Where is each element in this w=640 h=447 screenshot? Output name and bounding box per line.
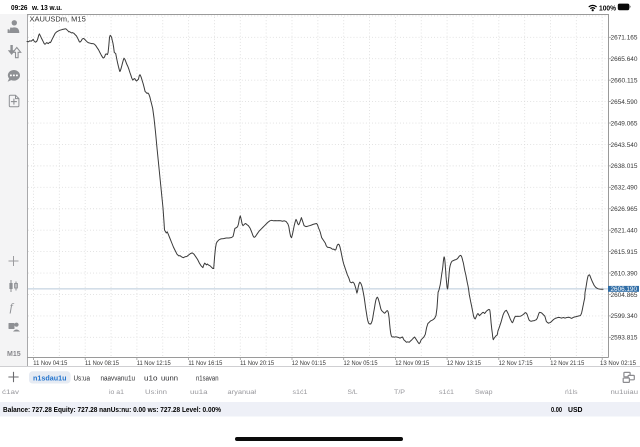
svg-text:Balance: 727.28 Equity: 727.28: Balance: 727.28 Equity: 727.28 nanUs:nu:… (3, 406, 222, 414)
svg-text:aryanuał: aryanuał (228, 389, 257, 396)
svg-text:12 Nov 05:15: 12 Nov 05:15 (344, 360, 379, 367)
svg-text:w. 13 w.u.: w. 13 w.u. (31, 3, 62, 12)
svg-text:uu1a: uu1a (190, 389, 208, 396)
svg-text:nu1uiau: nu1uiau (611, 389, 639, 396)
svg-text:2615.915: 2615.915 (611, 249, 638, 256)
svg-text:io a1: io a1 (109, 389, 124, 396)
svg-text:n1savan: n1savan (196, 375, 219, 382)
svg-text:0.00: 0.00 (551, 406, 562, 414)
svg-text:2665.640: 2665.640 (611, 56, 638, 63)
svg-text:09:26: 09:26 (11, 3, 28, 12)
svg-text:12 Nov 01:15: 12 Nov 01:15 (292, 360, 327, 367)
svg-text:M15: M15 (7, 351, 21, 358)
svg-text:T/P: T/P (394, 389, 406, 396)
svg-text:100%: 100% (599, 3, 616, 12)
svg-text:u1o: u1o (144, 375, 158, 382)
svg-text:12 Nov 09:15: 12 Nov 09:15 (395, 360, 430, 367)
svg-text:2604.865: 2604.865 (611, 292, 638, 299)
svg-text:f: f (10, 300, 15, 314)
svg-text:12 Nov 17:15: 12 Nov 17:15 (499, 360, 534, 367)
svg-text:XAUUSDm, M15: XAUUSDm, M15 (30, 15, 86, 24)
svg-text:2593.815: 2593.815 (611, 335, 638, 342)
svg-text:s1ć1: s1ć1 (293, 389, 308, 396)
svg-text:11 Nov 12:15: 11 Nov 12:15 (137, 360, 172, 367)
svg-text:Swap: Swap (475, 389, 493, 396)
svg-text:uunn: uunn (161, 375, 178, 382)
svg-text:ń1ls: ń1ls (565, 389, 578, 396)
svg-text:11 Nov 20:15: 11 Nov 20:15 (240, 360, 275, 367)
svg-text:USD: USD (568, 406, 583, 414)
svg-text:2660.115: 2660.115 (611, 77, 638, 84)
svg-text:s1ć1: s1ć1 (439, 389, 454, 396)
svg-text:Us:inn: Us:inn (145, 389, 167, 396)
svg-text:11 Nov 08:15: 11 Nov 08:15 (85, 360, 120, 367)
svg-text:13 Nov 02:15: 13 Nov 02:15 (600, 360, 637, 367)
svg-text:11 Nov 16:15: 11 Nov 16:15 (188, 360, 223, 367)
svg-text:ć1av: ć1av (2, 389, 20, 396)
svg-text:12 Nov 13:15: 12 Nov 13:15 (447, 360, 482, 367)
svg-text:2649.065: 2649.065 (611, 120, 638, 127)
svg-text:2610.390: 2610.390 (611, 270, 638, 277)
svg-text:2626.965: 2626.965 (611, 206, 638, 213)
svg-text:2671.165: 2671.165 (611, 35, 638, 42)
svg-text:2606.190: 2606.190 (611, 286, 638, 293)
svg-text:Us:ua: Us:ua (74, 375, 91, 382)
svg-text:2643.540: 2643.540 (611, 142, 638, 149)
svg-text:S/L: S/L (348, 389, 358, 396)
svg-text:2654.590: 2654.590 (611, 99, 638, 106)
svg-text:11 Nov 04:15: 11 Nov 04:15 (33, 360, 68, 367)
svg-text:naavvanu1u: naavvanu1u (101, 375, 136, 382)
svg-text:2599.340: 2599.340 (611, 313, 638, 320)
svg-text:12 Nov 21:15: 12 Nov 21:15 (550, 360, 585, 367)
svg-text:n1sdau1u: n1sdau1u (33, 375, 67, 382)
svg-text:2632.490: 2632.490 (611, 185, 638, 192)
svg-text:2621.440: 2621.440 (611, 227, 638, 234)
svg-text:2638.015: 2638.015 (611, 163, 638, 170)
